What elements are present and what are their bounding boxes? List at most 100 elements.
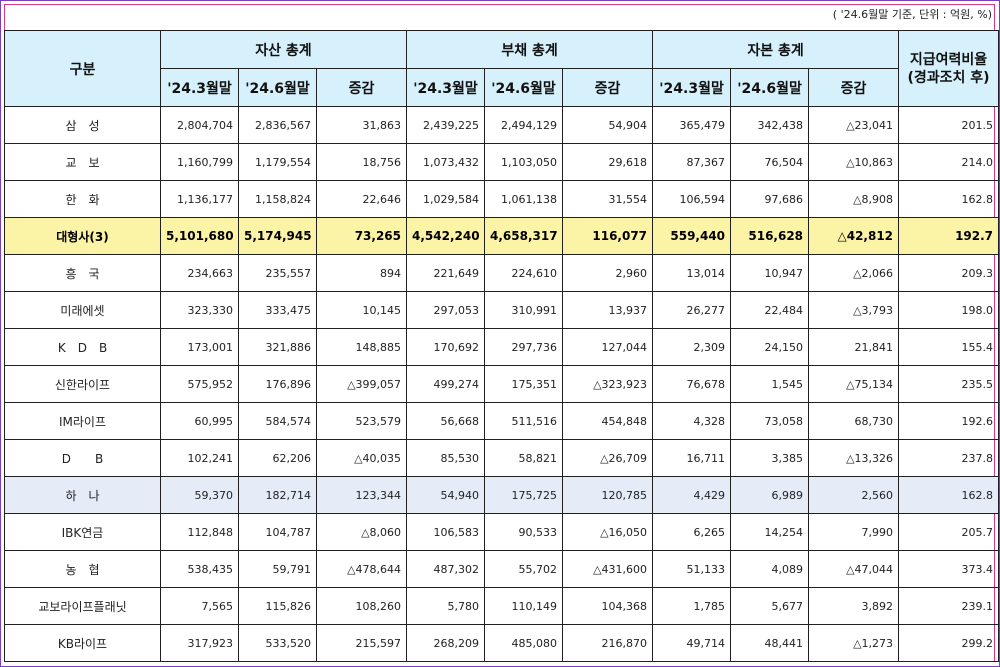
header-assets-period1: '24.3월말: [160, 68, 239, 107]
cell-liabilities-change: 127,044: [562, 328, 654, 366]
cell-liabilities-change: 116,077: [562, 217, 654, 255]
cell-company: 신한라이프: [4, 365, 161, 403]
cell-solvency-ratio: 299.2: [898, 624, 1000, 662]
cell-assets-jun: 1,158,824: [238, 180, 317, 218]
cell-assets-change: 108,260: [315, 587, 408, 625]
cell-assets-change: 10,145: [315, 291, 408, 329]
cell-liabilities-change: 216,870: [562, 624, 654, 662]
table-row: KB라이프 317,923 533,520 215,597 268,209 485,080…: [4, 624, 1000, 662]
cell-assets-mar: 234,663: [160, 254, 239, 292]
cell-assets-mar: 538,435: [160, 550, 239, 588]
cell-liabilities-mar: 56,668: [406, 402, 486, 440]
cell-equity-jun: 76,504: [730, 143, 810, 181]
cell-solvency-ratio: 237.8: [898, 439, 1000, 477]
cell-equity-mar: 49,714: [652, 624, 732, 662]
cell-assets-mar: 317,923: [160, 624, 239, 662]
cell-equity-jun: 6,989: [730, 476, 810, 514]
cell-company: 대형사(3): [4, 217, 161, 255]
cell-liabilities-mar: 2,439,225: [406, 106, 486, 144]
cell-liabilities-mar: 5,780: [406, 587, 486, 625]
table-row: K D B 173,001 321,886 148,885 170,692 297,736…: [4, 328, 1000, 366]
cell-equity-jun: 5,677: [730, 587, 810, 625]
cell-liabilities-mar: 499,274: [406, 365, 486, 403]
table-row: 하 나 59,370 182,714 123,344 54,940 175,725 120,…: [4, 476, 1000, 514]
cell-assets-jun: 176,896: [238, 365, 317, 403]
cell-equity-mar: 16,711: [652, 439, 732, 477]
header-assets-change: 증감: [315, 68, 408, 107]
table-row: 농 협 538,435 59,791 △478,644 487,302 55,702 △43…: [4, 550, 1000, 588]
cell-assets-change: 18,756: [315, 143, 408, 181]
table-row: D B 102,241 62,206 △40,035 85,530 58,821 △26,7…: [4, 439, 1000, 477]
cell-liabilities-mar: 106,583: [406, 513, 486, 551]
cell-company: 한 화: [4, 180, 161, 218]
cell-equity-change: 68,730: [808, 402, 900, 440]
cell-solvency-ratio: 155.4: [898, 328, 1000, 366]
cell-equity-jun: 24,150: [730, 328, 810, 366]
cell-assets-change: 894: [315, 254, 408, 292]
cell-equity-mar: 4,328: [652, 402, 732, 440]
cell-company: KB라이프: [4, 624, 161, 662]
cell-equity-change: 3,892: [808, 587, 900, 625]
cell-equity-jun: 97,686: [730, 180, 810, 218]
insurer-financials-table: 구분 자산 총계 부채 총계 자본 총계 지급여력비율 (경과조치 후) '24…: [4, 30, 1000, 662]
subtotal-row: 대형사(3) 5,101,680 5,174,945 73,265 4,542,240 4…: [4, 217, 1000, 255]
cell-assets-jun: 2,836,567: [238, 106, 317, 144]
cell-assets-mar: 1,160,799: [160, 143, 239, 181]
cell-equity-jun: 1,545: [730, 365, 810, 403]
table-row: 미래에셋 323,330 333,475 10,145 297,053 310,991 13…: [4, 291, 1000, 329]
cell-liabilities-mar: 487,302: [406, 550, 486, 588]
header-assets: 자산 총계: [159, 30, 408, 69]
header-liabilities: 부채 총계: [406, 30, 654, 69]
cell-assets-mar: 112,848: [160, 513, 239, 551]
table-row: 삼 성 2,804,704 2,836,567 31,863 2,439,225 2,49…: [4, 106, 1000, 144]
cell-company: 미래에셋: [4, 291, 161, 329]
cell-equity-mar: 26,277: [652, 291, 732, 329]
cell-liabilities-mar: 4,542,240: [406, 217, 486, 255]
cell-equity-jun: 22,484: [730, 291, 810, 329]
cell-liabilities-mar: 1,073,432: [406, 143, 486, 181]
cell-liabilities-mar: 1,029,584: [406, 180, 486, 218]
cell-solvency-ratio: 201.5: [898, 106, 1000, 144]
cell-assets-mar: 102,241: [160, 439, 239, 477]
cell-assets-change: △40,035: [315, 439, 408, 477]
cell-assets-change: △399,057: [315, 365, 408, 403]
cell-liabilities-mar: 221,649: [406, 254, 486, 292]
cell-company: 교보라이프플래닛: [4, 587, 161, 625]
cell-equity-jun: 48,441: [730, 624, 810, 662]
cell-equity-jun: 516,628: [730, 217, 810, 255]
cell-assets-jun: 182,714: [238, 476, 317, 514]
cell-solvency-ratio: 205.7: [898, 513, 1000, 551]
cell-company: IBK연금: [4, 513, 161, 551]
cell-liabilities-jun: 58,821: [484, 439, 564, 477]
cell-assets-mar: 7,565: [160, 587, 239, 625]
cell-equity-mar: 13,014: [652, 254, 732, 292]
cell-assets-jun: 333,475: [238, 291, 317, 329]
table-row: 한 화 1,136,177 1,158,824 22,646 1,029,584 1,06…: [4, 180, 1000, 218]
cell-liabilities-jun: 4,658,317: [484, 217, 564, 255]
header-ratio-line2: (경과조치 후): [907, 69, 990, 86]
cell-equity-change: 2,560: [808, 476, 900, 514]
cell-equity-change: △8,908: [808, 180, 900, 218]
cell-equity-mar: 365,479: [652, 106, 732, 144]
cell-company: 흥 국: [4, 254, 161, 292]
cell-equity-mar: 1,785: [652, 587, 732, 625]
header-assets-period2: '24.6월말: [238, 68, 317, 107]
cell-liabilities-change: 13,937: [562, 291, 654, 329]
cell-company: 하 나: [4, 476, 161, 514]
cell-liabilities-change: △323,923: [562, 365, 654, 403]
cell-liabilities-mar: 170,692: [406, 328, 486, 366]
cell-liabilities-change: 120,785: [562, 476, 654, 514]
cell-company: 농 협: [4, 550, 161, 588]
cell-liabilities-change: △431,600: [562, 550, 654, 588]
cell-assets-jun: 59,791: [238, 550, 317, 588]
cell-liabilities-change: 454,848: [562, 402, 654, 440]
cell-equity-jun: 14,254: [730, 513, 810, 551]
cell-equity-change: 7,990: [808, 513, 900, 551]
cell-equity-change: △75,134: [808, 365, 900, 403]
table-row: IM라이프 60,995 584,574 523,579 56,668 511,516 45…: [4, 402, 1000, 440]
cell-assets-change: 148,885: [315, 328, 408, 366]
cell-liabilities-mar: 297,053: [406, 291, 486, 329]
cell-solvency-ratio: 162.8: [898, 180, 1000, 218]
cell-solvency-ratio: 373.4: [898, 550, 1000, 588]
cell-equity-change: △3,793: [808, 291, 900, 329]
